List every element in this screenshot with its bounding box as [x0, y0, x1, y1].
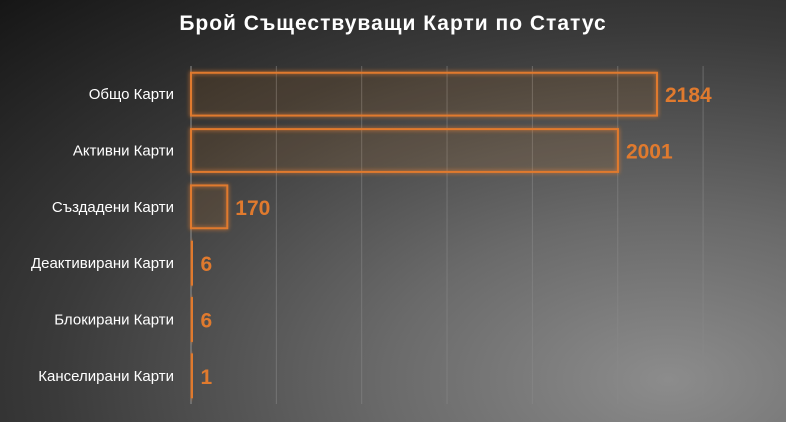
data-label: 6	[201, 310, 213, 333]
bar	[190, 353, 194, 399]
category-label: Блокирани Карти	[54, 312, 174, 329]
data-label: 6	[201, 253, 213, 276]
data-label: 170	[235, 197, 270, 220]
data-label: 2184	[665, 84, 712, 107]
category-label: Канселирани Карти	[38, 368, 174, 385]
category-label: Активни Карти	[73, 143, 174, 160]
bar	[190, 128, 619, 173]
bar	[190, 71, 658, 117]
category-label: Създадени Карти	[52, 199, 174, 216]
category-label: Общо Карти	[89, 86, 174, 103]
data-label: 1	[201, 366, 213, 389]
chart-title: Брой Съществуващи Карти по Статус	[179, 12, 607, 35]
data-label: 2001	[626, 141, 673, 164]
bar	[190, 297, 194, 342]
category-label: Деактивирани Карти	[31, 255, 174, 272]
bar	[190, 240, 194, 286]
bar	[190, 184, 229, 230]
